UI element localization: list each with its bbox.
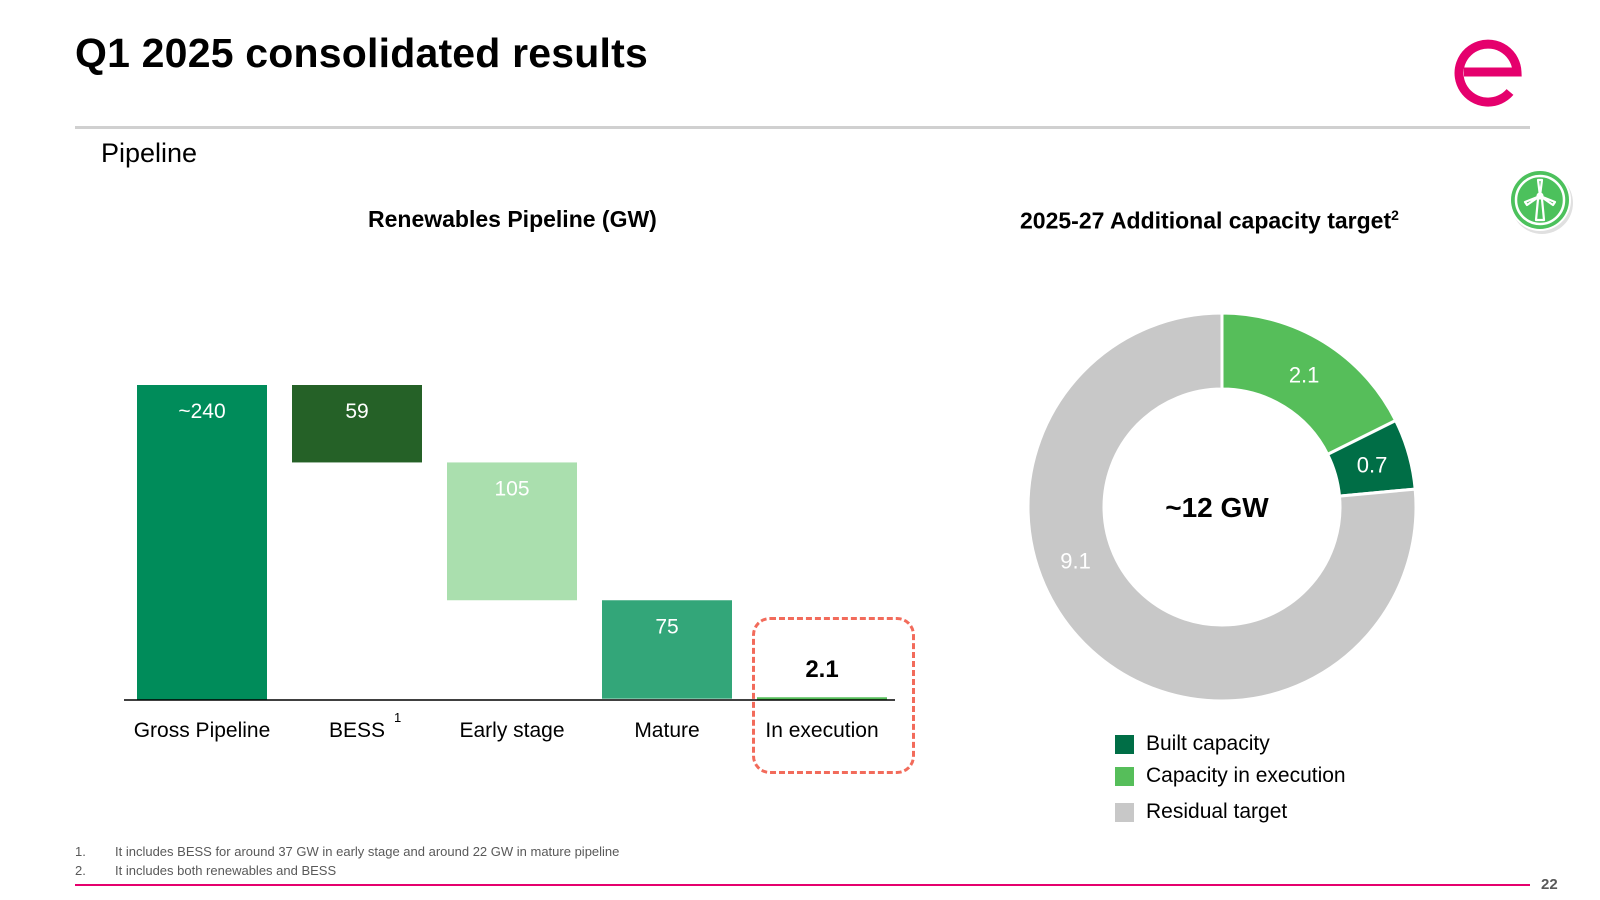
bar-bess [292, 385, 422, 463]
data-label-mature: 75 [655, 615, 678, 638]
slice-label-built-capacity: 0.7 [1357, 452, 1388, 477]
in-execution-highlight-box [752, 617, 915, 774]
footnote-number: 2. [75, 863, 86, 878]
data-label-in-execution: 2.1 [805, 656, 838, 683]
data-label-early-stage: 105 [494, 477, 529, 500]
donut-title-superscript: 2 [1391, 207, 1399, 223]
legend-label: Residual target [1146, 800, 1288, 823]
footnote-text: It includes BESS for around 37 GW in ear… [115, 844, 620, 859]
page-title: Q1 2025 consolidated results [75, 30, 648, 76]
enel-logo-icon [1454, 39, 1522, 107]
footnote-number: 1. [75, 844, 86, 859]
donut-slice-residual-target [1026, 311, 1418, 703]
title-divider [75, 126, 1530, 129]
donut-center-label: ~12 GW [1165, 492, 1269, 523]
footnote-text: It includes both renewables and BESS [115, 863, 337, 878]
footer-divider [75, 884, 1530, 886]
renewables-pipeline-waterfall-chart: ~240 Gross Pipeline 59 BESS 1 105 Early stage 7… [124, 385, 895, 742]
bar-in-execution [757, 697, 887, 700]
page-number: 22 [1541, 876, 1558, 893]
bar-gross-pipeline [137, 385, 267, 700]
category-label-gross-pipeline: Gross Pipeline [134, 719, 271, 742]
slice-label-residual-target: 9.1 [1060, 549, 1091, 574]
bar-mature [602, 600, 732, 699]
waterfall-chart-title: Renewables Pipeline (GW) [368, 206, 657, 232]
bar-early-stage [447, 462, 577, 601]
legend-swatch-capacity-in-execution [1115, 767, 1134, 786]
category-label-early-stage: Early stage [459, 719, 564, 742]
category-label-mature: Mature [634, 719, 699, 742]
legend-label: Built capacity [1146, 732, 1270, 755]
legend-swatch-built-capacity [1115, 735, 1134, 754]
data-label-gross-pipeline: ~240 [178, 400, 225, 423]
legend-label: Capacity in execution [1146, 764, 1346, 787]
donut-chart-title: 2025-27 Additional capacity target2 [1020, 207, 1399, 235]
category-label-bess: BESS [329, 719, 385, 742]
category-footnote-marker: 1 [394, 710, 401, 725]
slice-label-capacity-in-execution: 2.1 [1289, 362, 1320, 387]
wind-turbine-icon [1509, 169, 1573, 234]
section-label: Pipeline [101, 138, 198, 168]
additional-capacity-donut-chart: 2.1 0.7 9.1 ~12 GW [1026, 311, 1418, 703]
donut-title-text: 2025-27 Additional capacity target [1020, 207, 1392, 234]
legend-swatch-residual-target [1115, 803, 1134, 822]
data-label-bess: 59 [345, 400, 368, 423]
category-label-in-execution: In execution [765, 719, 878, 742]
